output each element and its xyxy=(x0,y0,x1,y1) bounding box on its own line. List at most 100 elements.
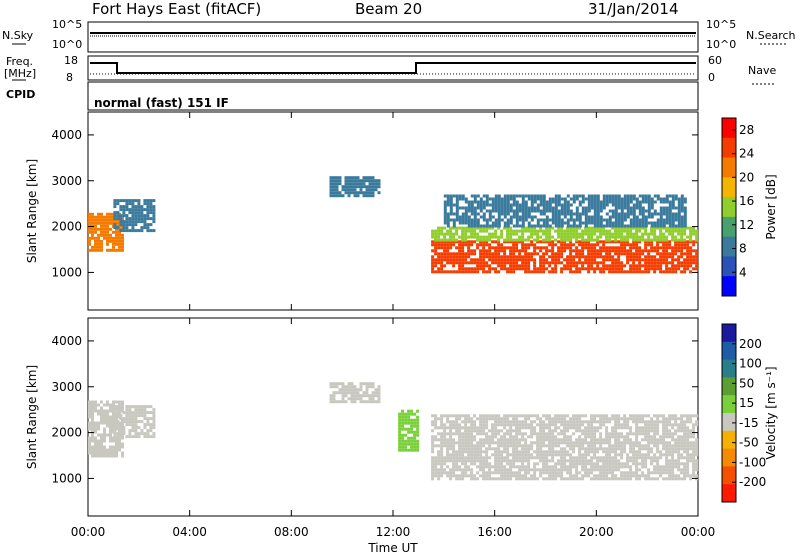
power-cell xyxy=(536,235,540,239)
velocity-cell xyxy=(569,435,573,439)
velocity-cell xyxy=(398,436,402,440)
velocity-cell xyxy=(521,477,525,481)
velocity-cell xyxy=(677,447,681,451)
power-cell xyxy=(509,261,513,265)
power-cell xyxy=(344,179,348,183)
power-cell xyxy=(368,188,372,192)
power-cell xyxy=(635,252,639,256)
velocity-cell xyxy=(437,453,441,457)
power-cell xyxy=(662,246,666,250)
power-cell xyxy=(635,270,639,274)
velocity-cell xyxy=(545,471,549,475)
velocity-cell xyxy=(106,415,109,419)
power-cell xyxy=(356,179,360,183)
power-cell xyxy=(521,232,525,236)
power-cell xyxy=(593,252,597,256)
power-cell xyxy=(593,203,597,207)
power-cell xyxy=(143,202,147,206)
velocity-cell xyxy=(581,414,585,418)
power-cell xyxy=(554,194,558,198)
power-cell xyxy=(665,206,669,210)
velocity-cell xyxy=(94,400,97,404)
power-cell xyxy=(509,267,513,271)
velocity-cell xyxy=(488,474,492,478)
power-cell xyxy=(88,221,91,225)
velocity-cell xyxy=(100,409,103,413)
velocity-cell xyxy=(116,435,120,439)
power-cell xyxy=(668,226,672,230)
velocity-cell xyxy=(521,414,525,418)
power-cell xyxy=(455,226,459,230)
velocity-cell xyxy=(542,477,546,481)
velocity-cell xyxy=(677,441,681,445)
velocity-cell xyxy=(449,426,453,430)
power-cell xyxy=(587,235,591,239)
power-cell xyxy=(335,194,339,198)
power-cell xyxy=(575,270,579,274)
power-cell xyxy=(551,252,555,256)
power-cell xyxy=(146,223,150,227)
power-cell xyxy=(137,217,141,221)
velocity-cell xyxy=(677,423,681,427)
power-cell xyxy=(671,224,675,228)
power-cell xyxy=(590,258,594,262)
power-cell xyxy=(620,270,624,274)
power-cell xyxy=(638,270,642,274)
power-cell xyxy=(548,264,552,268)
power-cell xyxy=(332,188,336,192)
power-cell xyxy=(479,215,483,219)
power-cell xyxy=(566,209,570,213)
power-cell xyxy=(629,258,633,262)
power-cell xyxy=(152,229,156,233)
power-cell xyxy=(479,258,483,262)
velocity-cell xyxy=(515,423,519,427)
velocity-cell xyxy=(587,441,591,445)
velocity-cell xyxy=(103,439,106,443)
velocity-cell xyxy=(668,462,672,466)
velocity-cell xyxy=(464,429,468,433)
power-cell xyxy=(521,243,525,247)
velocity-cell xyxy=(599,456,603,460)
velocity-cell xyxy=(662,465,666,469)
power-cell xyxy=(359,188,363,192)
velocity-cell xyxy=(401,448,405,452)
power-cell xyxy=(650,264,654,268)
power-cell xyxy=(506,232,510,236)
power-cell xyxy=(479,200,483,204)
power-cell xyxy=(479,261,483,265)
power-cell xyxy=(536,206,540,210)
velocity-cell xyxy=(677,462,681,466)
velocity-cell xyxy=(446,447,450,451)
velocity-cell xyxy=(593,456,597,460)
velocity-cell xyxy=(401,433,405,437)
nsky-tick-bottom: 10^0 xyxy=(52,38,83,51)
velocity-cell xyxy=(103,421,106,425)
velocity-cell xyxy=(488,417,492,421)
power-cell xyxy=(371,188,375,192)
velocity-cell xyxy=(695,420,699,424)
power-cell xyxy=(575,235,579,239)
velocity-cell xyxy=(659,441,663,445)
velocity-cell xyxy=(605,414,609,418)
velocity-cell xyxy=(692,459,696,463)
power-cell xyxy=(440,255,444,259)
power-cell xyxy=(548,209,552,213)
power-cell xyxy=(455,229,459,233)
velocity-cell xyxy=(644,414,648,418)
velocity-cell xyxy=(587,471,591,475)
velocity-cell xyxy=(581,477,585,481)
power-cell xyxy=(545,224,549,228)
velocity-cell xyxy=(674,477,678,481)
velocity-cell xyxy=(614,441,618,445)
power-cell xyxy=(458,252,462,256)
power-cell xyxy=(146,205,150,209)
power-cell xyxy=(335,191,339,195)
velocity-cell xyxy=(548,414,552,418)
velocity-cell xyxy=(692,462,696,466)
power-cell xyxy=(530,206,534,210)
velocity-cell xyxy=(106,421,109,425)
velocity-cell xyxy=(554,414,558,418)
power-cell xyxy=(461,226,465,230)
power-cell xyxy=(656,226,660,230)
